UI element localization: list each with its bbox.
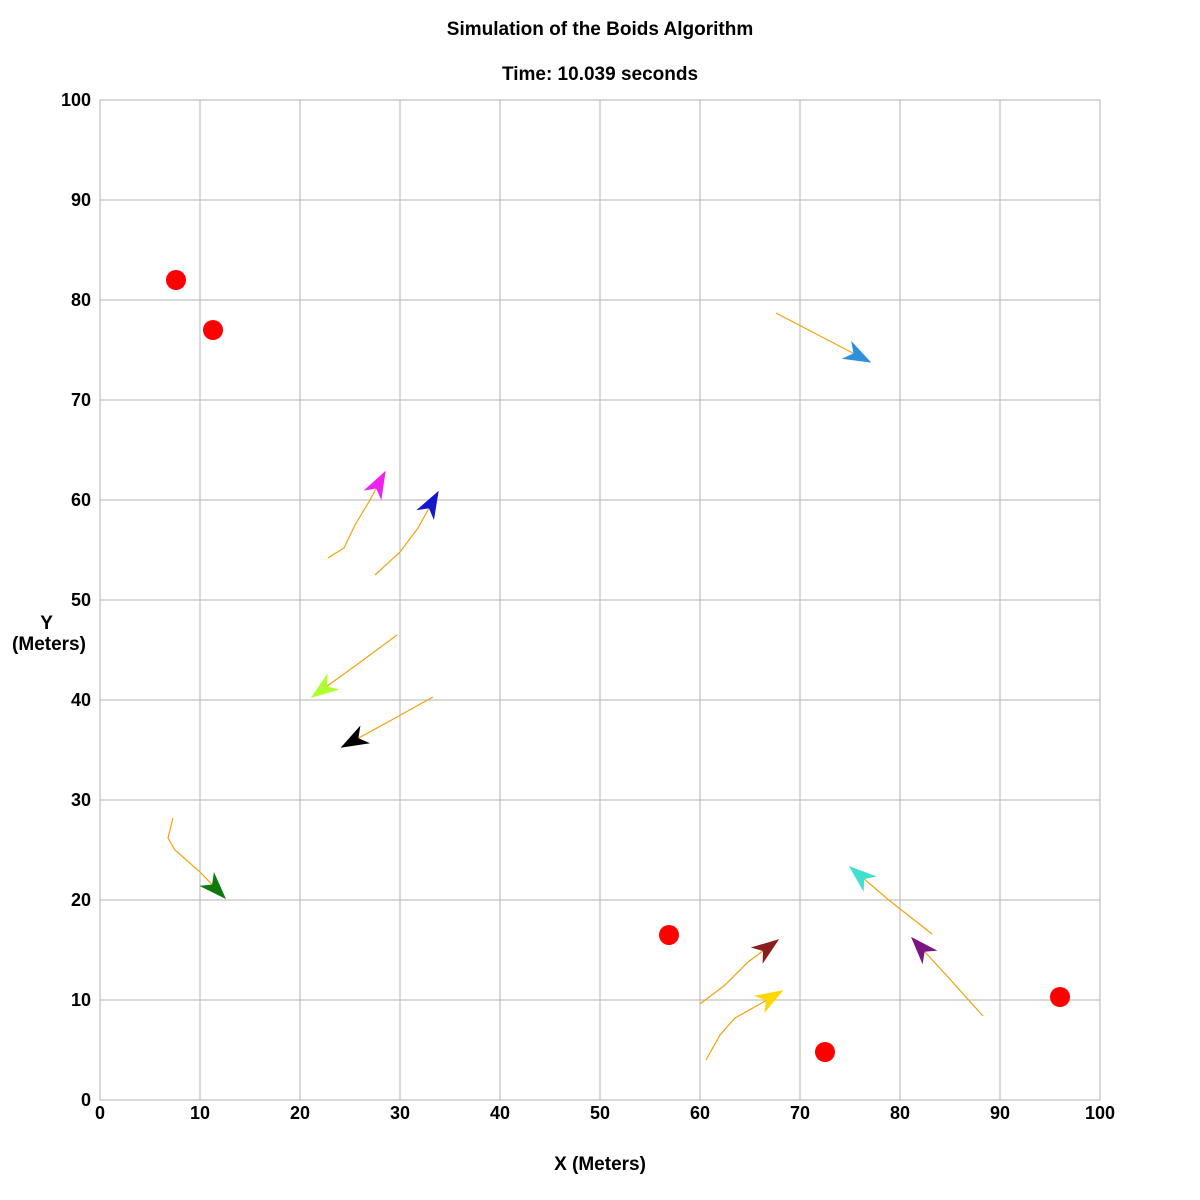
chart-title: Simulation of the Boids Algorithm [447, 19, 753, 40]
x-axis-tick-labels: 0 10 20 30 40 50 60 70 80 90 100 [95, 1103, 1115, 1123]
boid-arrow [754, 990, 784, 1014]
y-tick-label: 100 [61, 90, 91, 110]
boid-arrow [310, 673, 340, 698]
y-axis-tick-labels: 0 10 20 30 40 50 60 70 80 90 100 [61, 90, 91, 1110]
y-axis-label-line-1: Y [40, 613, 53, 634]
boid-trail [775, 312, 871, 363]
x-tick-label: 80 [890, 1103, 910, 1123]
y-tick-label: 10 [71, 990, 91, 1010]
x-tick-label: 0 [95, 1103, 105, 1123]
x-tick-label: 60 [690, 1103, 710, 1123]
boid-arrow [340, 725, 371, 748]
obstacle-point [1050, 987, 1070, 1007]
boid-arrow [841, 340, 872, 363]
chart-subtitle: Time: 10.039 seconds [502, 64, 698, 85]
boid-markers [199, 340, 938, 1014]
x-tick-label: 20 [290, 1103, 310, 1123]
y-axis-label: Y (Meters) [12, 613, 86, 655]
obstacle-point [815, 1042, 835, 1062]
y-tick-label: 0 [81, 1090, 91, 1110]
obstacle-point [166, 270, 186, 290]
boid-trail [167, 817, 226, 899]
boid-arrow [910, 936, 938, 965]
y-tick-label: 90 [71, 190, 91, 210]
boid-arrow [363, 470, 386, 501]
y-tick-label: 40 [71, 690, 91, 710]
x-tick-label: 90 [990, 1103, 1010, 1123]
y-axis-label-line-2: (Meters) [12, 634, 86, 655]
x-tick-label: 30 [390, 1103, 410, 1123]
y-tick-label: 30 [71, 790, 91, 810]
boid-arrow [416, 490, 439, 521]
y-tick-label: 20 [71, 890, 91, 910]
y-tick-label: 60 [71, 490, 91, 510]
y-tick-label: 50 [71, 590, 91, 610]
boid-trail [374, 491, 439, 576]
boid-arrow [750, 939, 780, 964]
x-tick-label: 50 [590, 1103, 610, 1123]
y-tick-label: 70 [71, 390, 91, 410]
y-tick-label: 80 [71, 290, 91, 310]
x-tick-label: 10 [190, 1103, 210, 1123]
x-tick-label: 40 [490, 1103, 510, 1123]
boid-trails [167, 312, 984, 1061]
boid-arrow [848, 866, 877, 892]
x-tick-label: 100 [1085, 1103, 1115, 1123]
obstacle-point [659, 925, 679, 945]
boid-arrow [199, 871, 227, 900]
boid-trail [327, 471, 386, 559]
obstacle-point [203, 320, 223, 340]
obstacles [166, 270, 1070, 1062]
grid-lines [99, 99, 1101, 1101]
plot-area-frame [99, 99, 1101, 1101]
x-tick-label: 70 [790, 1103, 810, 1123]
x-axis-label: X (Meters) [554, 1154, 646, 1175]
